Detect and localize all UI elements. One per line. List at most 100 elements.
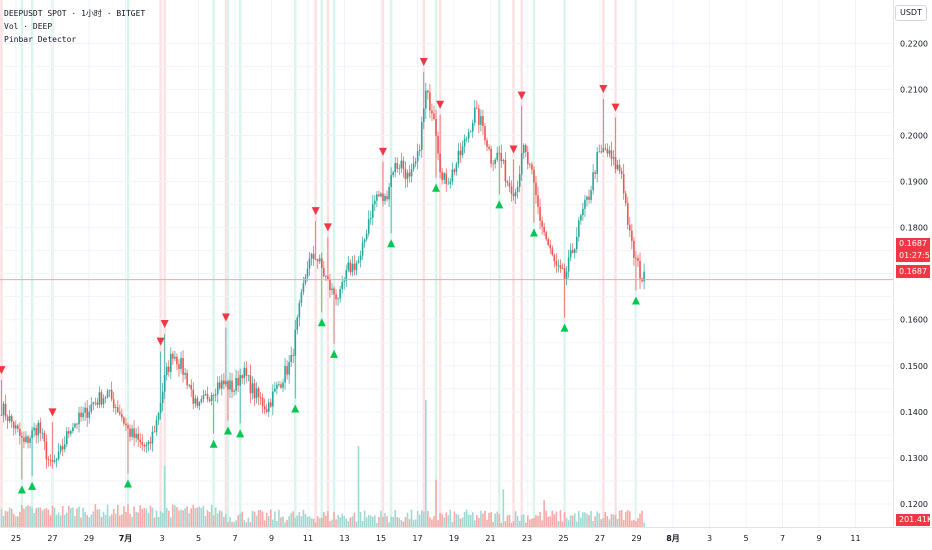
candle-body xyxy=(639,260,641,279)
volume-bar xyxy=(243,520,246,527)
price-tick-label: 0.2200 xyxy=(900,39,928,48)
last-price-badge: 0.1687 01:27:57 xyxy=(896,238,932,262)
time-tick-label: 11 xyxy=(303,534,313,543)
candle-body xyxy=(504,159,507,182)
bear-pinbar-icon xyxy=(436,100,445,109)
volume-bar xyxy=(445,512,448,527)
bear-pinbar-icon xyxy=(378,147,387,156)
candle-body xyxy=(249,375,252,394)
volume-bar xyxy=(163,466,166,527)
candle-body xyxy=(14,425,17,429)
volume-bar xyxy=(351,516,354,527)
bull-pinbar-icon xyxy=(123,479,132,488)
volume-bar xyxy=(331,519,333,527)
volume-bar xyxy=(123,506,125,527)
candle-body xyxy=(573,249,576,253)
time-tick-label: 11 xyxy=(850,534,860,543)
bull-band xyxy=(226,0,230,527)
candle-body xyxy=(400,160,403,169)
candle-body xyxy=(437,135,439,154)
volume-bar xyxy=(345,518,348,527)
candle-body xyxy=(112,399,115,408)
volume-bar xyxy=(365,517,368,527)
volume-bar xyxy=(227,522,229,527)
volume-bar xyxy=(90,514,93,527)
volume-bar xyxy=(447,515,450,527)
candle-body xyxy=(265,409,268,412)
candle-body xyxy=(459,150,462,156)
volume-bar xyxy=(341,513,343,527)
candle-body xyxy=(541,220,543,227)
volume-bar xyxy=(384,513,386,527)
volume-bar xyxy=(23,508,25,527)
volume-bar xyxy=(4,510,7,527)
candle-body xyxy=(429,92,431,111)
candle-body xyxy=(151,431,154,444)
candle-body xyxy=(553,254,556,262)
volume-bar xyxy=(361,520,364,527)
candle-body xyxy=(439,153,441,172)
volume-bar xyxy=(43,508,46,527)
volume-bar xyxy=(68,505,70,527)
price-tick-label: 0.1800 xyxy=(900,224,928,233)
volume-bar xyxy=(221,511,223,527)
candle-body xyxy=(561,268,564,270)
time-tick-label: 19 xyxy=(449,534,459,543)
volume-bar xyxy=(172,504,174,527)
candle-body xyxy=(506,181,509,183)
candle-body xyxy=(353,263,356,271)
candle-body xyxy=(518,174,521,187)
time-tick-label: 13 xyxy=(339,534,349,543)
volume-bar xyxy=(469,514,472,527)
candle-body xyxy=(314,259,317,260)
candle-body xyxy=(416,151,419,162)
volume-bar xyxy=(318,518,321,527)
candle-body xyxy=(23,437,25,442)
volume-bar xyxy=(602,518,605,527)
candle-body xyxy=(435,119,437,136)
candle-body xyxy=(582,208,584,216)
volume-bar xyxy=(410,509,413,527)
candle-body xyxy=(45,441,48,460)
volume-bar xyxy=(21,504,23,527)
candle-body xyxy=(624,193,627,204)
currency-button[interactable]: USDT xyxy=(895,5,927,21)
candle-body xyxy=(382,193,384,201)
symbol-legend[interactable]: DEEPUSDT SPOT · 1小时 · BITGET xyxy=(4,9,146,18)
volume-bar xyxy=(151,507,154,527)
volume-bar xyxy=(290,512,292,527)
bull-pinbar-icon xyxy=(223,426,232,435)
candle-body xyxy=(2,403,5,416)
indicator-legend[interactable]: Pinbar Detector xyxy=(4,35,77,44)
volume-bar xyxy=(480,510,482,527)
bull-pinbar-icon xyxy=(209,439,218,448)
candle-body xyxy=(235,378,237,391)
volume-bar xyxy=(323,512,325,527)
candle-body xyxy=(294,329,297,356)
candle-body xyxy=(359,255,362,261)
candle-body xyxy=(225,381,227,385)
candle-body xyxy=(25,436,27,442)
bear-pinbar-icon xyxy=(221,313,230,322)
candle-body xyxy=(80,412,82,418)
candle-body xyxy=(6,416,9,421)
volume-bar xyxy=(167,510,170,527)
candle-body xyxy=(141,441,144,445)
candle-body xyxy=(496,152,499,160)
volume-bar xyxy=(471,512,474,527)
candle-body xyxy=(153,431,156,433)
volume-bar xyxy=(84,512,86,527)
candle-body xyxy=(492,163,494,165)
volume-bar xyxy=(476,515,478,527)
volume-bar xyxy=(559,509,562,527)
volume-bar xyxy=(518,520,521,527)
volume-legend[interactable]: Vol · DEEP xyxy=(4,22,53,31)
candle-body xyxy=(643,271,645,282)
candle-body xyxy=(190,384,193,390)
candle-body xyxy=(123,417,125,424)
candle-body xyxy=(147,441,150,445)
volume-bar xyxy=(308,516,311,527)
candle-body xyxy=(549,244,552,249)
candle-body xyxy=(633,240,635,258)
